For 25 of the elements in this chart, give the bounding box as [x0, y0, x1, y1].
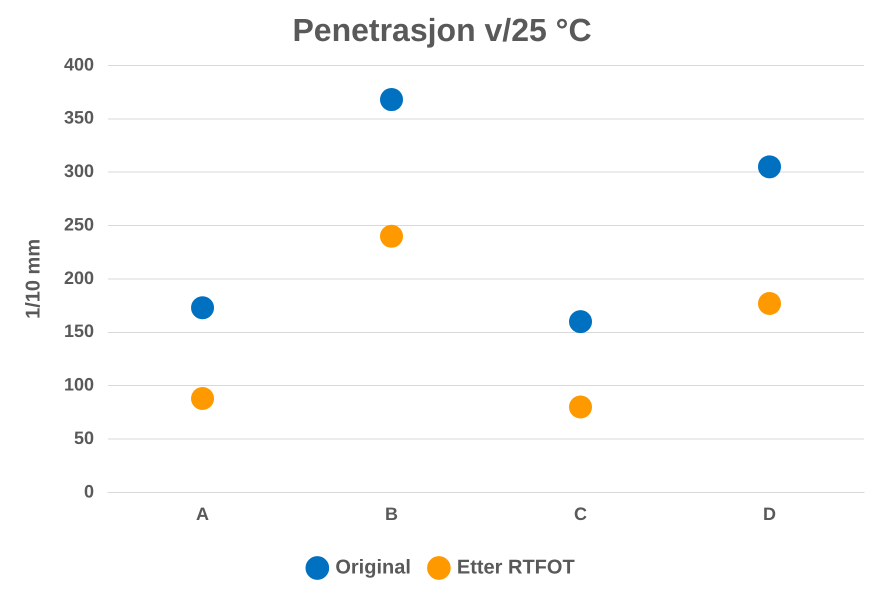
y-tick-label: 200	[64, 268, 94, 288]
x-tick-label: D	[763, 504, 776, 524]
x-tick-label: C	[574, 504, 588, 524]
y-tick-label: 150	[64, 321, 94, 342]
point	[191, 296, 214, 320]
y-tick-label: 250	[64, 214, 94, 234]
x-tick-label: A	[196, 504, 210, 524]
point	[758, 292, 782, 315]
legend-label: Original	[335, 556, 411, 579]
y-tick-label: 0	[84, 481, 94, 502]
y-axis-title: 1/10 mm	[22, 238, 45, 319]
y-tick-label: 350	[64, 108, 94, 128]
point	[380, 224, 404, 248]
y-tick-label: 400	[64, 54, 94, 74]
y-tick-label: 50	[74, 428, 94, 448]
y-tick-label: 300	[64, 161, 94, 182]
legend-label: Etter RTFOT	[456, 556, 575, 579]
point	[380, 88, 404, 112]
x-tick-label: B	[385, 504, 398, 524]
chart-title: Penetrasjon v/25 °C	[292, 12, 592, 48]
point	[758, 155, 782, 178]
y-tick-label: 100	[64, 374, 94, 395]
point	[569, 310, 592, 334]
point	[191, 386, 214, 410]
point	[569, 396, 592, 418]
